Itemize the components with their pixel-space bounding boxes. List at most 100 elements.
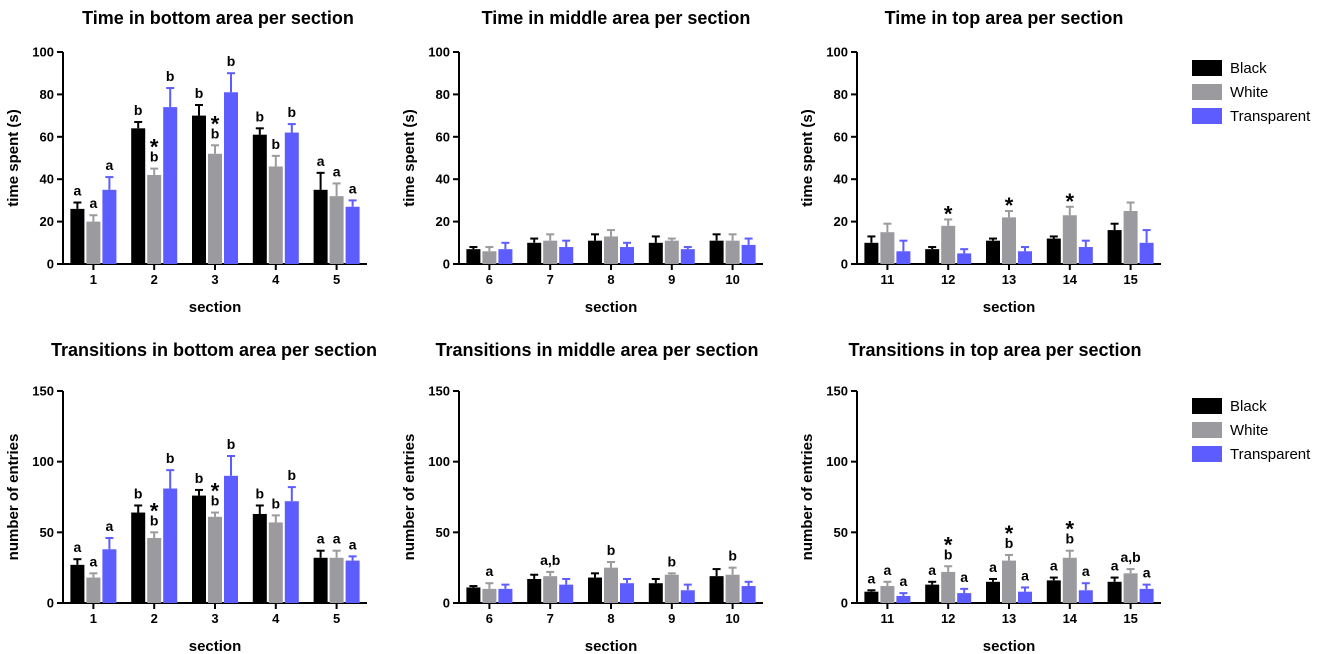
legend-top: Black White Transparent <box>1192 60 1311 125</box>
significance-letter: a <box>989 559 997 575</box>
significance-star: * <box>150 498 159 523</box>
significance-letter: a <box>486 563 494 579</box>
significance-letter: a <box>868 570 876 586</box>
bar-transparent <box>957 253 972 264</box>
x-tick-label: 3 <box>211 272 218 287</box>
bar-white <box>86 221 101 264</box>
bar-white <box>1002 560 1016 603</box>
x-tick-label: 13 <box>1002 611 1016 626</box>
bar-black <box>648 242 663 264</box>
bar-black <box>588 240 602 264</box>
x-tick-label: 3 <box>211 611 218 626</box>
y-tick-label: 60 <box>40 129 54 144</box>
bar-black <box>252 513 267 603</box>
bar-white <box>1062 557 1077 603</box>
bar-black <box>1046 580 1061 603</box>
bar-white <box>1002 217 1016 264</box>
significance-letter: a <box>1143 565 1151 581</box>
y-tick-label: 60 <box>436 129 450 144</box>
significance-letter: b <box>150 512 159 528</box>
bar-transparent <box>1139 588 1154 603</box>
significance-letter: a <box>884 562 892 578</box>
significance-letter: a <box>90 195 98 211</box>
bar-transparent <box>680 249 695 264</box>
bar-white <box>329 557 344 603</box>
bar-black <box>864 591 879 603</box>
bar-transparent <box>559 247 574 264</box>
x-tick-label: 6 <box>486 611 493 626</box>
bar-black <box>131 128 146 264</box>
bar-transparent <box>1018 591 1032 603</box>
bar-transparent <box>345 560 360 603</box>
x-tick-label: 2 <box>151 611 158 626</box>
x-tick-label: 15 <box>1123 611 1137 626</box>
x-axis-label: section <box>983 299 1036 316</box>
significance-letter: b <box>195 470 204 486</box>
bar-transparent <box>498 249 513 264</box>
y-tick-label: 50 <box>834 525 848 540</box>
x-tick-label: 6 <box>486 272 493 287</box>
bar-black <box>709 240 724 264</box>
bar-white <box>664 240 679 264</box>
bar-transparent <box>284 501 299 603</box>
bar-transparent <box>224 92 238 264</box>
x-tick-label: 4 <box>272 272 280 287</box>
y-tick-label: 50 <box>436 525 450 540</box>
significance-star: * <box>1005 193 1014 218</box>
bar-transparent <box>896 595 911 603</box>
x-tick-label: 1 <box>90 272 97 287</box>
bar-white <box>1123 573 1138 603</box>
significance-letter: a <box>317 153 325 169</box>
bar-transparent <box>102 189 117 264</box>
bar-transparent <box>345 206 360 264</box>
bar-white <box>1062 215 1077 264</box>
bar-white <box>941 225 956 264</box>
legend-label-transparent: Transparent <box>1230 108 1311 125</box>
x-tick-label: 14 <box>1063 611 1078 626</box>
significance-letter: b <box>256 485 265 501</box>
bar-white <box>208 153 222 264</box>
bar-black <box>527 242 542 264</box>
x-tick-label: 15 <box>1123 272 1137 287</box>
x-tick-label: 9 <box>668 611 675 626</box>
legend-label-white: White <box>1230 422 1268 439</box>
significance-letter: a,b <box>540 552 560 568</box>
bar-black <box>131 512 146 603</box>
legend-label-white: White <box>1230 84 1268 101</box>
bar-transparent <box>1078 590 1093 603</box>
y-tick-label: 100 <box>826 454 848 469</box>
bar-white <box>1123 211 1138 264</box>
significance-letter: a <box>90 553 98 569</box>
y-tick-label: 80 <box>436 87 450 102</box>
bar-transparent <box>896 251 911 264</box>
significance-star: * <box>944 532 953 557</box>
bar-white <box>941 571 956 603</box>
x-tick-label: 11 <box>881 611 895 626</box>
chart-panel-2: Time in middle area per section 0 20 40 60 80… <box>401 8 763 316</box>
x-tick-label: 10 <box>725 272 739 287</box>
y-axis-label: time spent (s) <box>5 109 22 207</box>
significance-letter: b <box>288 104 297 120</box>
y-axis-label: time spent (s) <box>401 109 418 207</box>
bar-black <box>192 495 206 603</box>
y-tick-label: 150 <box>32 384 54 399</box>
y-tick-label: 0 <box>841 596 848 611</box>
significance-letter: b <box>134 485 143 501</box>
bar-white <box>208 516 222 603</box>
x-axis-label: section <box>983 638 1036 654</box>
legend-swatch-black <box>1192 60 1222 76</box>
bar-transparent <box>1078 247 1093 264</box>
significance-letter: b <box>668 553 677 569</box>
bar-black <box>313 557 328 603</box>
y-tick-label: 40 <box>436 172 450 187</box>
significance-letter: b <box>166 450 175 466</box>
significance-letter: b <box>944 546 953 562</box>
significance-letter: b <box>1066 531 1075 547</box>
bar-black <box>527 578 542 603</box>
chart-title: Transitions in top area per section <box>848 340 1141 360</box>
significance-star: * <box>1066 189 1075 214</box>
significance-star: * <box>1066 517 1075 542</box>
bar-white <box>543 240 558 264</box>
x-tick-label: 7 <box>547 611 554 626</box>
